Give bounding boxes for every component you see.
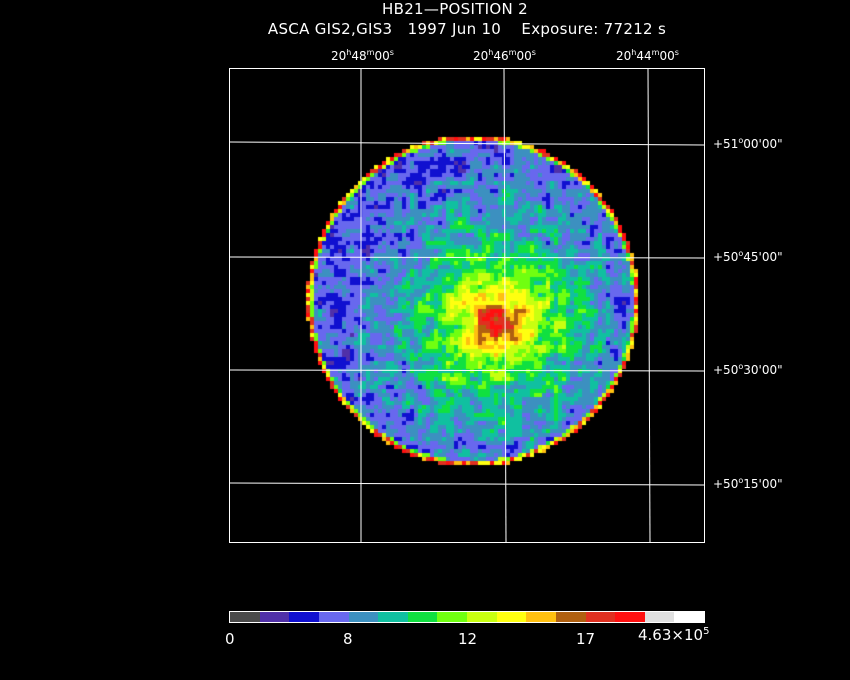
dec-gridline [230,141,704,146]
ra-label-1: 20h46m00s [473,48,536,63]
dec-label-1: +50o45'00" [713,249,783,264]
image-subtitle: ASCA GIS2,GIS3 1997 Jun 10 Exposure: 772… [267,20,667,38]
colorbar-segment [674,612,704,622]
ra-gridline [503,69,507,542]
image-title: HB21—POSITION 2 [382,0,528,18]
ra-gridline [647,69,651,542]
colorbar-segment [467,612,497,622]
colorbar-segment [585,612,616,622]
dec-gridline [230,256,704,259]
colorbar-segment [496,612,527,622]
dec-label-2: +50o30'00" [713,362,783,377]
colorbar-tick-2: 12 [458,630,478,648]
colorbar-tick-max: 4.63×105 [638,626,710,644]
dec-gridline [230,482,704,486]
colorbar-segment [437,612,467,622]
color-scale-bar [229,611,705,623]
colorbar-segment [318,612,349,622]
dec-label-3: +50o15'00" [713,476,783,491]
colorbar-segment [259,612,290,622]
dec-gridline [230,369,704,372]
colorbar-tick-0: 0 [225,630,235,648]
sky-image-frame [229,68,705,543]
colorbar-tick-3: 17 [576,630,596,648]
coordinate-grid [230,69,704,542]
colorbar-segment [289,612,319,622]
colorbar-segment [348,612,379,622]
colorbar-segment [644,612,675,622]
dec-label-0: +51o00'00" [713,136,783,151]
colorbar-segment [407,612,438,622]
colorbar-segment [615,612,645,622]
xray-intensity-map [230,69,704,542]
colorbar-segment [378,612,408,622]
ra-label-2: 20h44m00s [616,48,679,63]
colorbar-segment [555,612,586,622]
colorbar-tick-1: 8 [343,630,353,648]
colorbar-segment [230,612,260,622]
ra-label-0: 20h48m00s [331,48,394,63]
colorbar-segment [526,612,556,622]
